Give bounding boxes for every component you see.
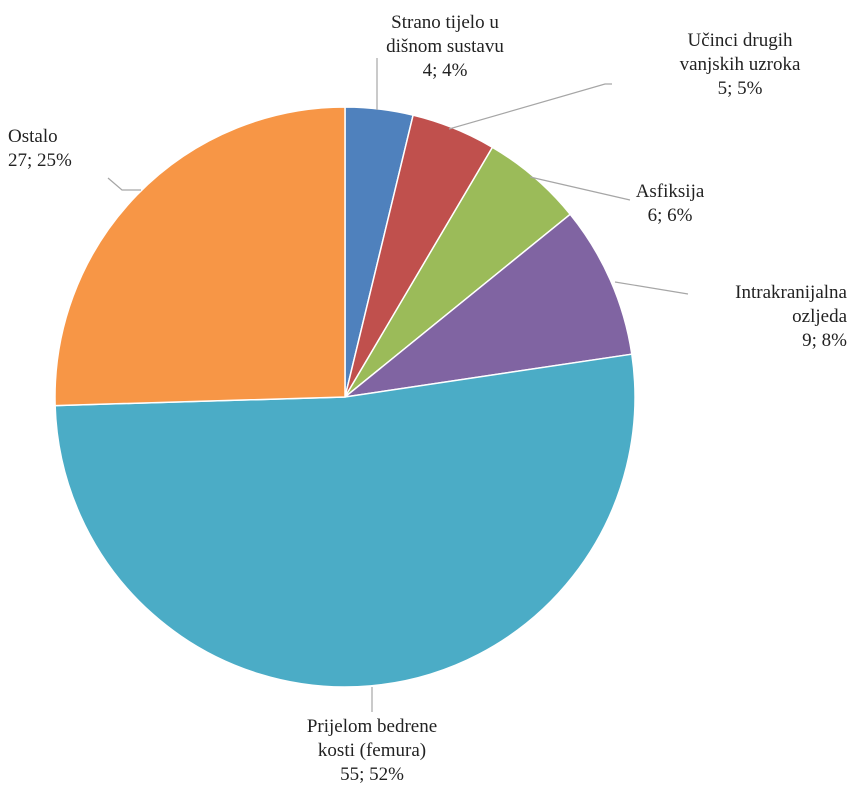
data-label-3-line-1: ozljeda — [792, 306, 847, 327]
leader-lines — [107, 58, 689, 712]
pie-slice-3 — [342, 213, 633, 399]
data-label-0: Strano tijelo u dišnom sustavu 4; 4% — [386, 12, 504, 81]
data-label-2-line-0: Asfiksija — [636, 181, 705, 202]
pie-slices — [54, 106, 636, 688]
leader-line-2 — [529, 176, 631, 201]
data-label-3-line-0: Intrakranijalna — [735, 282, 847, 303]
data-label-1-line-1: vanjskih uzroka — [680, 54, 801, 75]
leader-line-5 — [107, 177, 141, 191]
pie-slice-4 — [54, 353, 636, 688]
data-label-4: Prijelom bedrene kosti (femura) 55; 52% — [307, 716, 437, 785]
data-label-5-line-0: Ostalo — [8, 126, 58, 147]
data-label-1: Učinci drugih vanjskih uzroka 5; 5% — [680, 30, 801, 99]
data-label-5: Ostalo 27; 25% — [8, 126, 72, 171]
pie-slice-5 — [54, 106, 346, 407]
data-label-0-line-2: 4; 4% — [423, 60, 468, 81]
data-label-2: Asfiksija 6; 6% — [636, 181, 705, 226]
data-label-3-line-2: 9; 8% — [802, 330, 847, 351]
data-label-4-line-2: 55; 52% — [340, 764, 404, 785]
leader-line-3 — [614, 281, 689, 295]
data-label-0-line-0: Strano tijelo u — [391, 12, 499, 33]
data-label-1-line-2: 5; 5% — [718, 78, 763, 99]
data-label-1-line-0: Učinci drugih — [687, 30, 793, 51]
data-label-3: Intrakranijalna ozljeda 9; 8% — [735, 282, 847, 351]
data-label-0-line-1: dišnom sustavu — [386, 36, 504, 57]
data-label-2-line-1: 6; 6% — [648, 205, 693, 226]
data-label-4-line-1: kosti (femura) — [318, 740, 426, 761]
leader-line-1 — [448, 83, 612, 130]
data-labels: Strano tijelo u dišnom sustavu 4; 4% Učinci… — [8, 12, 848, 785]
data-label-5-line-1: 27; 25% — [8, 150, 72, 171]
data-label-4-line-0: Prijelom bedrene — [307, 716, 437, 737]
